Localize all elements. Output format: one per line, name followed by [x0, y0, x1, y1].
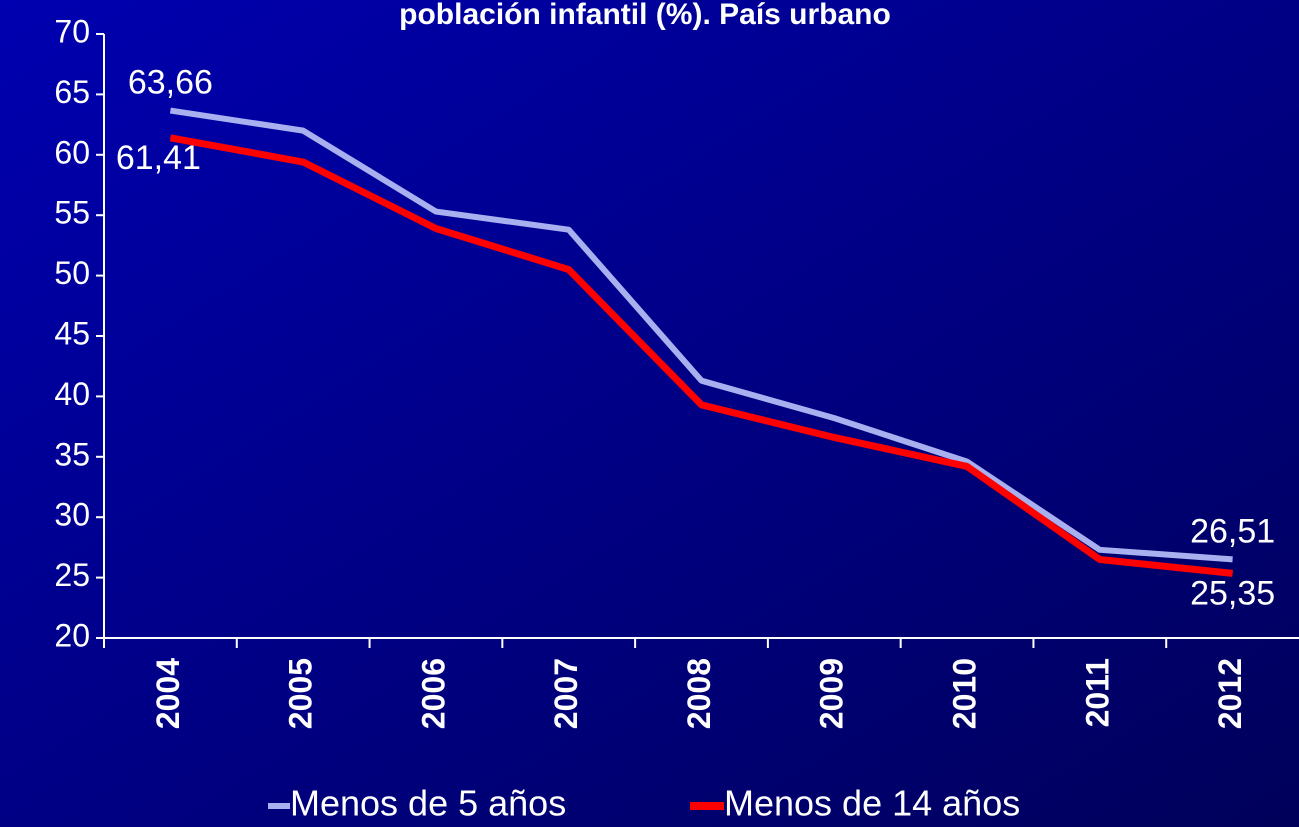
x-tick-label: 2006: [415, 658, 451, 729]
y-tick-label: 40: [54, 376, 90, 412]
x-tick-label: 2011: [1079, 658, 1115, 727]
data-label: 63,66: [128, 64, 213, 102]
x-tick-label: 2010: [947, 658, 983, 729]
y-tick-label: 20: [54, 617, 90, 653]
legend-label: Menos de 5 años: [290, 783, 566, 824]
y-tick-label: 70: [54, 13, 90, 49]
y-tick-label: 65: [54, 74, 90, 110]
y-tick-label: 30: [54, 497, 90, 533]
x-tick-label: 2008: [681, 658, 717, 729]
x-tick-label: 2009: [814, 658, 850, 729]
data-label: 25,35: [1190, 574, 1275, 612]
chart-title: población infantil (%). País urbano: [399, 0, 891, 31]
x-tick-label: 2004: [150, 658, 186, 729]
data-label: 61,41: [116, 139, 201, 177]
y-tick-label: 25: [54, 557, 90, 593]
legend-label: Menos de 14 años: [724, 783, 1020, 824]
y-tick-label: 55: [54, 195, 90, 231]
y-tick-label: 35: [54, 436, 90, 472]
x-tick-label: 2012: [1212, 658, 1248, 729]
x-tick-label: 2007: [548, 658, 584, 729]
y-tick-label: 45: [54, 315, 90, 351]
series-line: [169, 107, 1233, 563]
x-tick-label: 2005: [283, 658, 319, 729]
data-label: 26,51: [1190, 512, 1275, 550]
y-tick-label: 50: [54, 255, 90, 291]
series-line: [169, 134, 1233, 577]
y-tick-label: 60: [54, 134, 90, 170]
